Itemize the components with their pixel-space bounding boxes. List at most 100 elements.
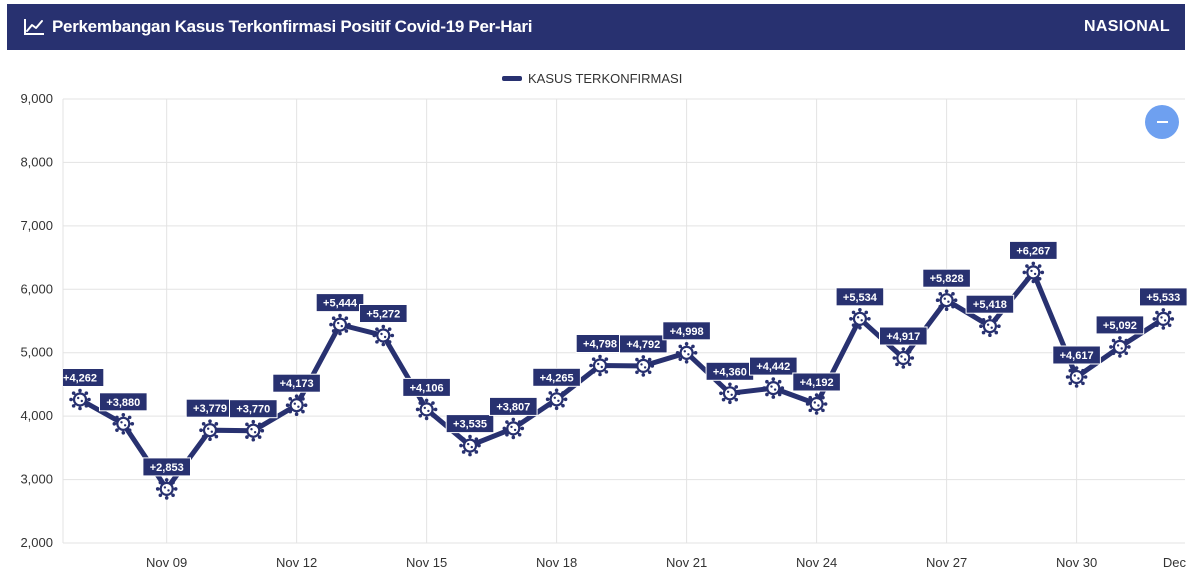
virus-icon[interactable] bbox=[892, 347, 915, 369]
virus-spike-tip bbox=[285, 403, 290, 407]
virus-icon[interactable] bbox=[1065, 366, 1088, 388]
virus-spike-tip bbox=[505, 420, 509, 424]
virus-body bbox=[1026, 265, 1041, 280]
virus-spike-tip bbox=[1161, 308, 1166, 312]
virus-spike-tip bbox=[127, 428, 132, 432]
virus-icon[interactable] bbox=[285, 394, 308, 416]
virus-icon[interactable] bbox=[459, 434, 481, 457]
virus-spike-tip bbox=[728, 400, 732, 405]
x-tick-label: Nov 21 bbox=[666, 555, 707, 570]
virus-dot bbox=[1030, 269, 1033, 273]
virus-icon[interactable] bbox=[805, 393, 828, 415]
virus-dot bbox=[557, 399, 560, 402]
virus-spike-tip bbox=[851, 310, 856, 315]
virus-spike-tip bbox=[468, 452, 472, 457]
data-label-text: +5,418 bbox=[973, 299, 1007, 311]
virus-icon[interactable] bbox=[762, 377, 785, 399]
virus-icon[interactable] bbox=[1152, 308, 1175, 330]
virus-spike-tip bbox=[251, 437, 256, 442]
virus-dot bbox=[947, 300, 950, 303]
virus-body bbox=[159, 481, 174, 496]
virus-spike-tip bbox=[604, 357, 609, 361]
virus-icon[interactable] bbox=[979, 315, 1001, 337]
data-label-text: +4,917 bbox=[886, 331, 920, 343]
virus-dot bbox=[1077, 377, 1080, 380]
x-tick-label: Nov 24 bbox=[796, 555, 837, 570]
virus-spike-tip bbox=[375, 327, 379, 331]
data-label: +4,442 bbox=[748, 356, 798, 376]
virus-icon[interactable] bbox=[1109, 336, 1131, 358]
virus-dot bbox=[770, 385, 773, 388]
virus-spike-tip bbox=[288, 397, 293, 401]
virus-icon[interactable] bbox=[199, 419, 221, 441]
data-label: +5,828 bbox=[922, 268, 971, 288]
virus-icon[interactable] bbox=[415, 398, 438, 421]
virus-spike-tip bbox=[301, 409, 305, 414]
virus-spike-tip bbox=[301, 397, 305, 401]
virus-spike-tip bbox=[329, 322, 333, 327]
virus-spike-tip bbox=[765, 392, 769, 397]
virus-dot bbox=[80, 399, 83, 403]
virus-icon[interactable] bbox=[935, 289, 958, 311]
virus-spike-tip bbox=[910, 356, 915, 360]
virus-icon[interactable] bbox=[155, 478, 178, 500]
virus-icon[interactable] bbox=[589, 354, 611, 377]
zoom-out-button[interactable] bbox=[1145, 105, 1179, 139]
virus-spike-tip bbox=[1031, 261, 1036, 266]
virus-spike-tip bbox=[214, 422, 219, 426]
virus-dot bbox=[513, 428, 517, 432]
data-label: +4,792 bbox=[618, 334, 668, 354]
x-tick-label: Nov 30 bbox=[1056, 555, 1097, 570]
virus-icon[interactable] bbox=[1022, 261, 1045, 284]
virus-body bbox=[202, 423, 218, 438]
virus-spike-tip bbox=[728, 382, 732, 387]
virus-icon[interactable] bbox=[502, 417, 525, 440]
data-label-box bbox=[878, 326, 928, 346]
virus-spike-tip bbox=[548, 403, 553, 408]
data-label: +2,853 bbox=[142, 457, 191, 477]
virus-spike-tip bbox=[647, 357, 652, 362]
legend[interactable]: KASUS TERKONFIRMASI bbox=[502, 71, 682, 86]
virus-icon[interactable] bbox=[675, 342, 698, 364]
virus-spike-tip bbox=[858, 326, 862, 330]
virus-body bbox=[332, 317, 348, 332]
virus-spike-tip bbox=[251, 419, 256, 424]
virus-dot bbox=[817, 404, 820, 407]
virus-spike-tip bbox=[387, 340, 392, 344]
virus-icon[interactable] bbox=[545, 388, 568, 411]
data-label: +6,267 bbox=[1009, 240, 1058, 260]
data-label-text: +2,853 bbox=[150, 462, 184, 474]
virus-spike-tip bbox=[808, 395, 813, 400]
header-left: Perkembangan Kasus Terkonfirmasi Positif… bbox=[23, 17, 532, 37]
data-label-text: +3,779 bbox=[193, 403, 227, 415]
virus-spike-tip bbox=[762, 386, 767, 390]
virus-spike-tip bbox=[372, 333, 377, 338]
virus-dot bbox=[167, 489, 170, 492]
virus-spike-tip bbox=[777, 392, 782, 397]
data-label-box bbox=[792, 372, 841, 392]
virus-icon[interactable] bbox=[329, 313, 351, 336]
virus-spike-tip bbox=[641, 373, 646, 377]
data-label-box bbox=[1139, 287, 1188, 307]
virus-spike-tip bbox=[208, 419, 212, 423]
virus-icon[interactable] bbox=[112, 413, 135, 435]
virus-spike-tip bbox=[997, 324, 1001, 328]
virus-icon[interactable] bbox=[719, 382, 741, 405]
virus-dot bbox=[1116, 344, 1120, 347]
virus-spike-tip bbox=[598, 354, 602, 359]
virus-spike-tip bbox=[173, 487, 178, 491]
data-label-box bbox=[63, 368, 105, 387]
data-label-text: +5,444 bbox=[323, 298, 358, 310]
virus-spike-tip bbox=[604, 370, 609, 374]
virus-icon[interactable] bbox=[69, 388, 91, 411]
virus-spike-tip bbox=[511, 417, 516, 422]
virus-icon[interactable] bbox=[632, 355, 655, 377]
virus-spike-tip bbox=[338, 331, 342, 336]
virus-spike-tip bbox=[765, 379, 769, 384]
virus-icon[interactable] bbox=[372, 324, 395, 347]
data-label-box bbox=[532, 367, 581, 387]
virus-icon[interactable] bbox=[242, 419, 265, 442]
virus-spike-tip bbox=[935, 298, 940, 302]
virus-icon[interactable] bbox=[849, 308, 871, 330]
virus-spike-tip bbox=[112, 422, 117, 426]
